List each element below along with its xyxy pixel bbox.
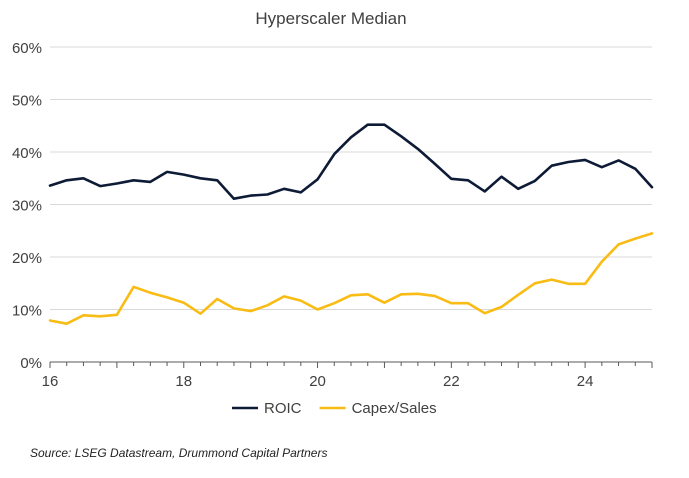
y-tick-label-10: 10%	[12, 303, 42, 320]
chart-title: Hyperscaler Median	[255, 9, 406, 28]
legend-label-roic: ROIC	[264, 400, 302, 417]
series-line-roic	[48, 123, 654, 200]
y-tick-label-50: 50%	[12, 93, 42, 110]
legend-label-capex-sales: Capex/Sales	[352, 400, 437, 417]
y-tick-label-20: 20%	[12, 250, 42, 267]
x-tick-label-16: 16	[42, 373, 59, 390]
x-tick-label-22: 22	[443, 373, 460, 390]
y-tick-label-60: 60%	[12, 40, 42, 57]
y-tick-label-30: 30%	[12, 198, 42, 215]
x-tick-label-18: 18	[175, 373, 192, 390]
y-tick-label-0: 0%	[20, 355, 42, 372]
x-tick-label-20: 20	[309, 373, 326, 390]
y-tick-label-40: 40%	[12, 145, 42, 162]
series-line-capex-sales	[48, 232, 654, 325]
source-note: Source: LSEG Datastream, Drummond Capita…	[30, 446, 328, 460]
x-tick-label-24: 24	[577, 373, 594, 390]
